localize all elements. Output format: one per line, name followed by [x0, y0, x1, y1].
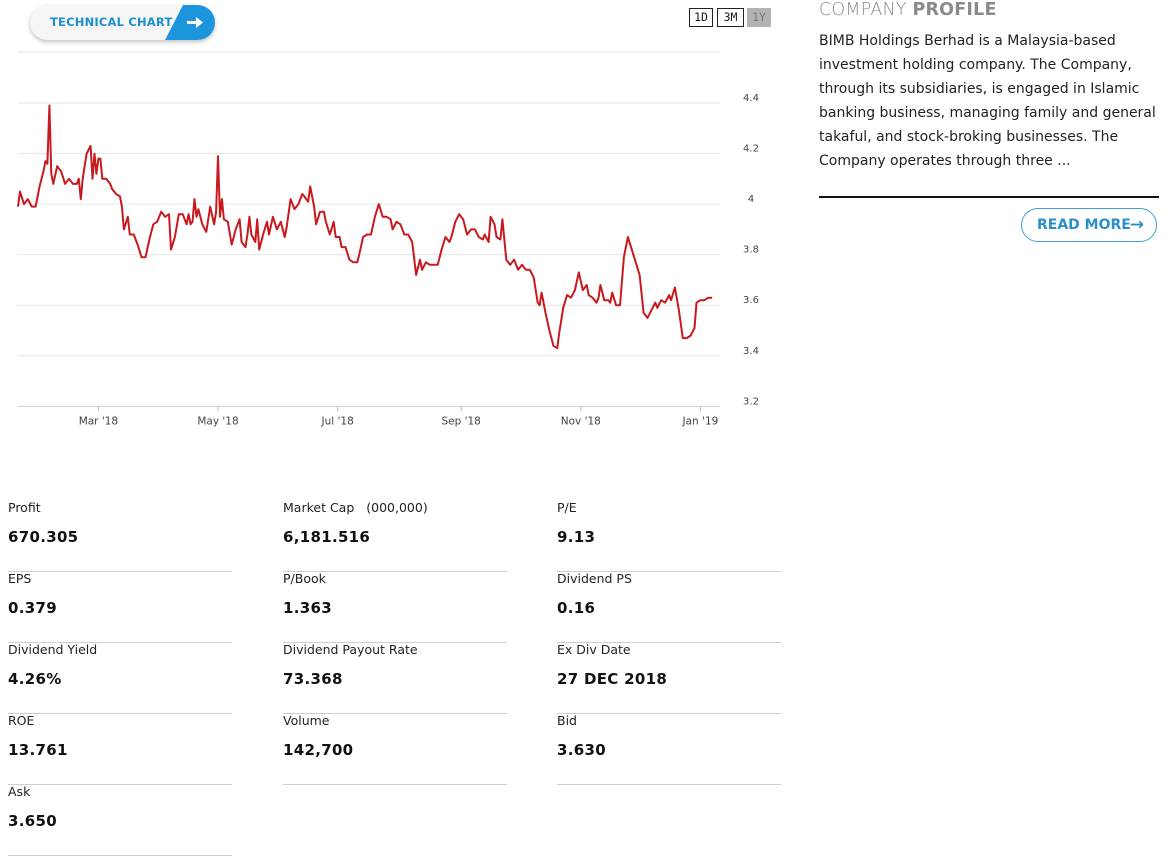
stat-value: 4.26%	[8, 670, 62, 688]
stat-label: P/E	[557, 500, 577, 515]
y-tick-label: 3.8	[743, 245, 759, 256]
stat-label: Profit	[8, 500, 41, 515]
stat-label: Market Cap (000,000)	[283, 500, 428, 515]
stat-value: 142,700	[283, 741, 354, 759]
stat-ask: Ask 3.650	[8, 784, 232, 856]
y-tick-label: 4.2	[743, 144, 759, 155]
company-profile: COMPANY PROFILE BIMB Holdings Berhad is …	[819, 0, 1159, 242]
technical-chart-label: TECHNICAL CHART	[50, 15, 173, 29]
stat-label: Bid	[557, 713, 577, 728]
stat-value: 0.16	[557, 599, 596, 617]
read-more-label: READ MORE	[1037, 217, 1131, 233]
stat-label: P/Book	[283, 571, 326, 586]
stat-p-e: P/E 9.13	[557, 500, 781, 572]
range-1d-button[interactable]: 1D	[689, 8, 713, 27]
stat-value: 0.379	[8, 599, 57, 617]
arrow-right-icon: →	[1129, 215, 1144, 235]
stat-dividend-yield: Dividend Yield 4.26%	[8, 642, 232, 714]
x-tick-label: May '18	[197, 415, 238, 427]
price-series-line	[17, 104, 713, 350]
stat-label: Dividend Yield	[8, 642, 98, 657]
profile-divider	[819, 196, 1159, 198]
y-tick-label: 4	[748, 194, 754, 205]
stat-value: 1.363	[283, 599, 332, 617]
technical-chart-button[interactable]: TECHNICAL CHART	[30, 5, 215, 40]
x-tick-label: Jul '18	[321, 415, 354, 427]
profile-title-light: COMPANY	[819, 0, 913, 20]
stat-profit: Profit 670.305	[8, 500, 232, 572]
stat-label: Ex Div Date	[557, 642, 631, 657]
x-tick-label: Nov '18	[561, 415, 601, 427]
stat-bid: Bid 3.630	[557, 713, 781, 785]
stat-market-cap: Market Cap (000,000) 6,181.516	[283, 500, 507, 572]
stat-sublabel: (000,000)	[366, 500, 428, 515]
stat-value: 3.630	[557, 741, 606, 759]
stat-label: Volume	[283, 713, 330, 728]
y-tick-label: 3.6	[743, 295, 759, 306]
stat-p-book: P/Book 1.363	[283, 571, 507, 643]
y-tick-label: 3.4	[743, 346, 759, 357]
stat-label: EPS	[8, 571, 32, 586]
stat-dividend-ps: Dividend PS 0.16	[557, 571, 781, 643]
y-tick-label: 3.2	[743, 396, 759, 407]
stat-value: 9.13	[557, 528, 596, 546]
stat-volume: Volume 142,700	[283, 713, 507, 785]
profile-description: BIMB Holdings Berhad is a Malaysia-based…	[819, 33, 1156, 169]
stat-dividend-payout-rate: Dividend Payout Rate 73.368	[283, 642, 507, 714]
range-3m-button[interactable]: 3M	[717, 8, 744, 27]
profile-title-bold: PROFILE	[912, 0, 997, 20]
x-tick-label: Sep '18	[441, 415, 480, 427]
stat-value: 73.368	[283, 670, 343, 688]
stat-value: 670.305	[8, 528, 79, 546]
stat-label: Dividend PS	[557, 571, 632, 586]
arrow-right-icon	[165, 5, 215, 40]
x-tick-label: Mar '18	[79, 415, 118, 427]
profile-title: COMPANY PROFILE	[819, 0, 1159, 20]
y-tick-label: 4.4	[743, 93, 759, 104]
stat-roe: ROE 13.761	[8, 713, 232, 785]
stat-value: 3.650	[8, 812, 57, 830]
stat-label: Ask	[8, 784, 31, 799]
price-chart: 4.4 4.2 4 3.8 3.6 3.4 3.2 Mar '18 May '18 Jul '1…	[17, 51, 759, 427]
stat-label: ROE	[8, 713, 35, 728]
stat-eps: EPS 0.379	[8, 571, 232, 643]
stat-label: Dividend Payout Rate	[283, 642, 418, 657]
stat-value: 13.761	[8, 741, 68, 759]
range-1y-button[interactable]: 1Y	[747, 8, 771, 27]
stat-ex-div-date: Ex Div Date 27 DEC 2018	[557, 642, 781, 714]
stat-value: 27 DEC 2018	[557, 670, 668, 688]
x-tick-label: Jan '19	[682, 415, 719, 427]
stat-value: 6,181.516	[283, 528, 371, 546]
read-more-button[interactable]: READ MORE →	[1021, 208, 1157, 242]
